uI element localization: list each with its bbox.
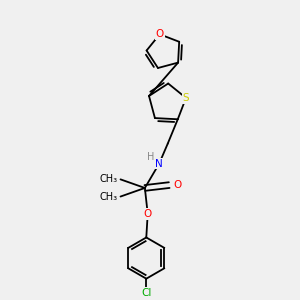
Text: O: O: [144, 209, 152, 219]
Text: H: H: [148, 152, 155, 162]
Text: CH₃: CH₃: [100, 174, 118, 184]
Text: CH₃: CH₃: [100, 191, 118, 202]
Text: O: O: [174, 180, 182, 190]
Text: Cl: Cl: [141, 288, 152, 298]
Text: O: O: [156, 29, 164, 39]
Text: N: N: [155, 159, 163, 169]
Text: S: S: [183, 93, 189, 103]
